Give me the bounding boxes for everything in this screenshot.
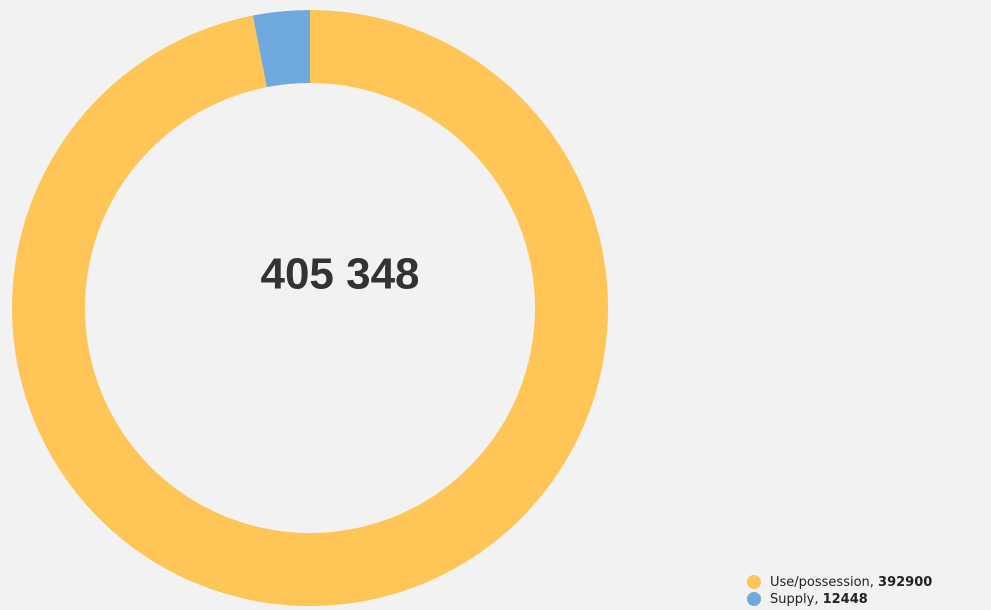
- legend-swatch: [747, 592, 761, 606]
- legend-entry: Use/possession, 392900: [770, 575, 932, 590]
- legend-entry: Supply, 12448: [770, 592, 868, 607]
- legend-separator: ,: [814, 592, 822, 607]
- legend-separator: ,: [870, 575, 878, 590]
- legend-value: 12448: [823, 592, 868, 607]
- legend-swatch: [747, 575, 761, 589]
- legend-name: Supply: [770, 592, 815, 607]
- slice: [252, 10, 310, 88]
- legend: Use/possession, 392900 Supply, 12448: [747, 575, 932, 607]
- slice: [11, 10, 608, 606]
- center-label: 405 348: [260, 250, 419, 299]
- slices: [11, 10, 608, 606]
- legend-value: 392900: [878, 575, 932, 590]
- legend-name: Use/possession: [770, 575, 870, 590]
